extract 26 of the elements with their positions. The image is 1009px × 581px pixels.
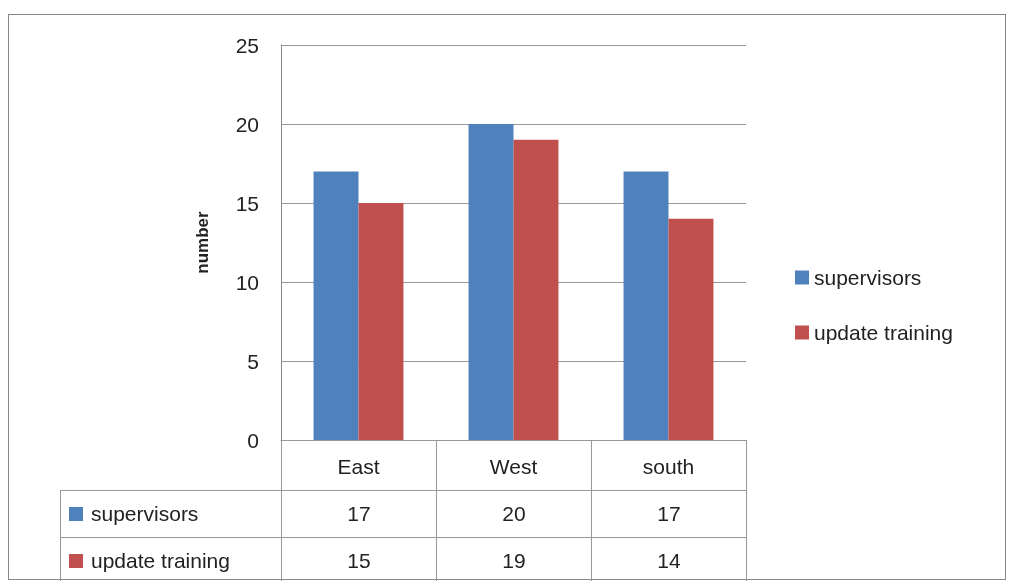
x-tick-label: south bbox=[642, 455, 695, 478]
y-tick-label: 10 bbox=[235, 270, 259, 294]
data-label: 14 bbox=[591, 537, 747, 581]
bar bbox=[468, 124, 514, 440]
x-tick-label: West bbox=[489, 455, 538, 478]
data-label: 20 bbox=[436, 490, 592, 538]
x-tick-label: East bbox=[337, 455, 380, 478]
data-label: 17 bbox=[591, 490, 747, 538]
bar bbox=[513, 139, 559, 440]
legend-label: supervisors bbox=[60, 490, 282, 538]
text: supervisors bbox=[814, 266, 922, 289]
bar bbox=[358, 203, 404, 440]
y-axis-title: number bbox=[193, 210, 212, 274]
y-tick-label: 20 bbox=[235, 112, 259, 136]
data-label: 19 bbox=[436, 537, 592, 581]
legend-label: update training bbox=[814, 321, 953, 344]
data-label: 15 bbox=[281, 537, 437, 581]
y-tick-label: 25 bbox=[235, 33, 259, 57]
y-tick-label: 0 bbox=[247, 428, 259, 452]
y-tick-label: 15 bbox=[235, 191, 259, 215]
data-label: 17 bbox=[281, 490, 437, 538]
bar bbox=[668, 218, 714, 440]
bar bbox=[313, 171, 359, 440]
text: update training bbox=[91, 549, 230, 572]
bar bbox=[623, 171, 669, 440]
y-tick-label: 5 bbox=[247, 349, 259, 373]
